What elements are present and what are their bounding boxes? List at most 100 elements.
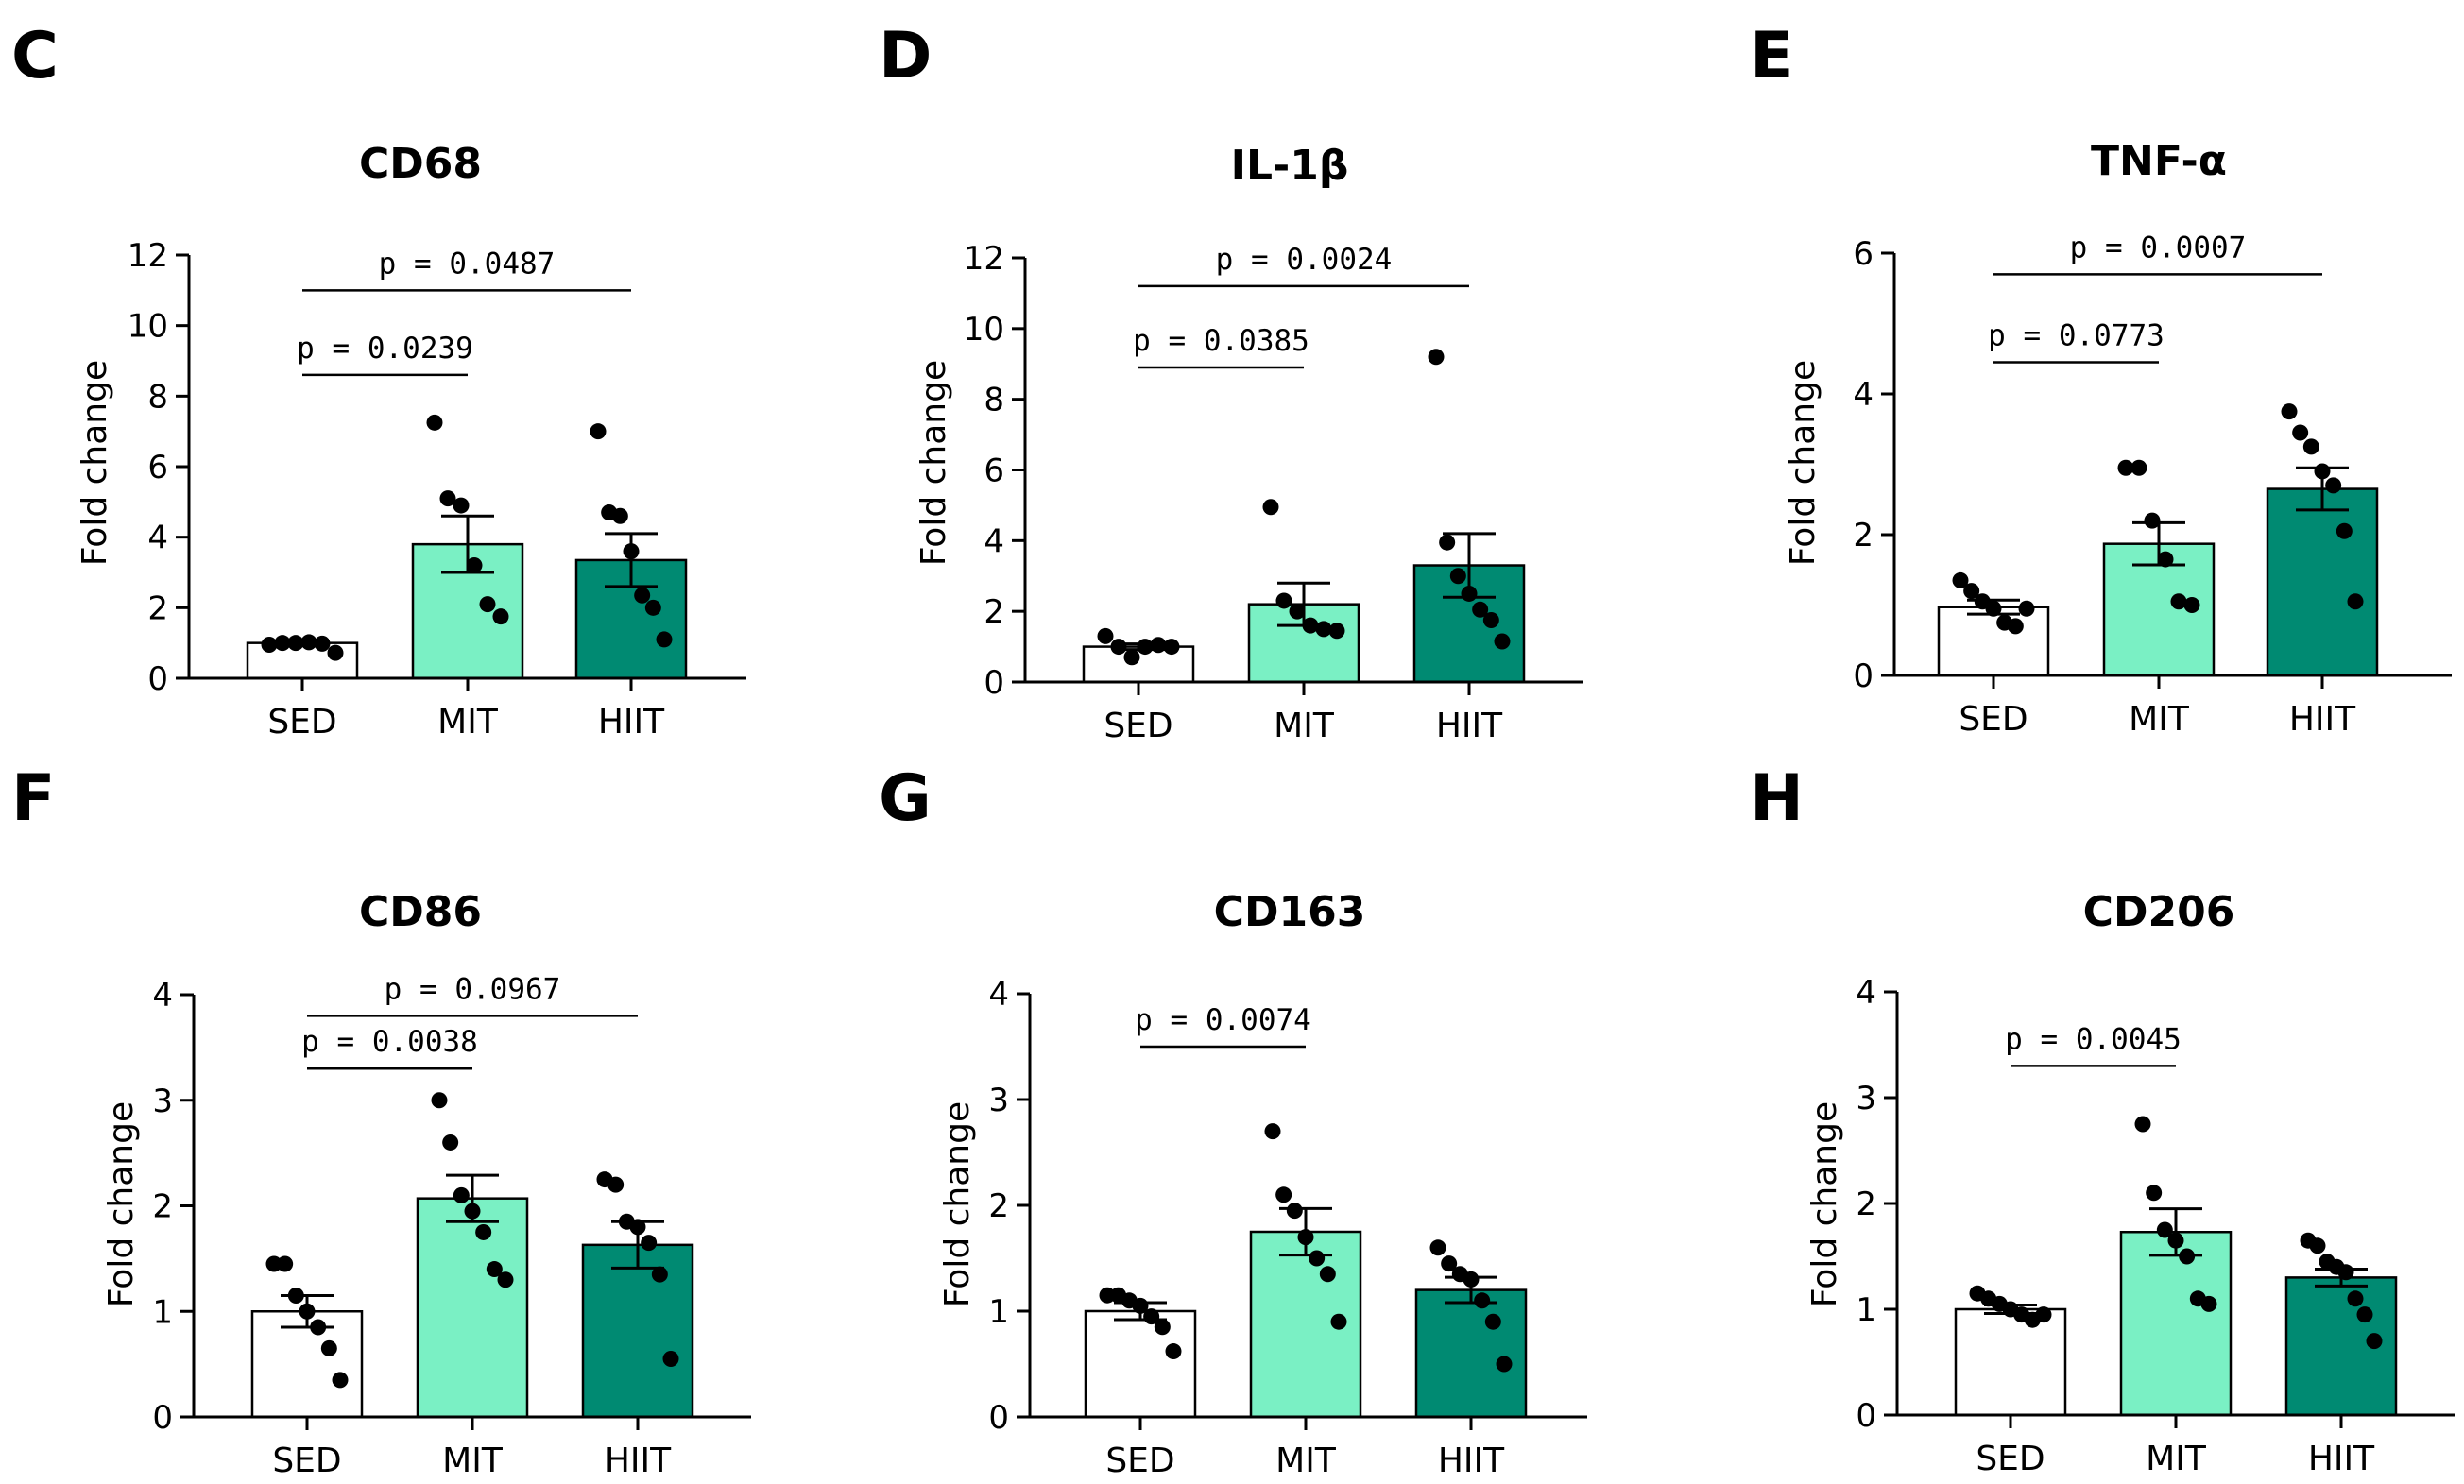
x-tick-label: SED	[1104, 707, 1172, 745]
y-tick-label: 12	[964, 240, 1004, 278]
data-point	[1461, 585, 1478, 602]
data-point	[2035, 1306, 2052, 1323]
data-point	[1439, 534, 1456, 551]
data-point	[2170, 593, 2187, 610]
y-tick-label: 4	[1856, 974, 1876, 1012]
data-point	[2356, 1306, 2373, 1323]
y-tick-label: 0	[988, 1399, 1009, 1437]
x-tick-label: MIT	[2129, 700, 2190, 739]
y-tick-label: 1	[1856, 1291, 1876, 1329]
x-tick-label: MIT	[2146, 1440, 2207, 1478]
x-tick-label: SED	[1105, 1441, 1174, 1480]
data-point	[2325, 477, 2342, 494]
bar-sed	[1954, 1307, 2067, 1417]
p-value-label: p = 0.0967	[385, 972, 561, 1006]
p-value-label: p = 0.0045	[2005, 1022, 2182, 1056]
panel-letter: C	[11, 19, 59, 94]
y-tick-label: 2	[984, 593, 1004, 631]
y-tick-label: 6	[147, 449, 168, 486]
data-point	[1484, 1313, 1501, 1330]
data-point	[2117, 459, 2134, 476]
data-point	[623, 543, 640, 560]
data-point	[1315, 621, 1332, 638]
x-tick-label: SED	[272, 1441, 341, 1480]
data-point	[1429, 1239, 1446, 1256]
y-tick-label: 4	[988, 976, 1009, 1014]
data-point	[426, 414, 443, 431]
data-point	[1985, 600, 2002, 617]
y-tick-label: 2	[147, 589, 168, 627]
y-tick-label: 2	[988, 1187, 1009, 1225]
data-point	[1428, 349, 1445, 366]
p-value-label: p = 0.0487	[379, 247, 556, 281]
y-tick-label: 3	[1856, 1080, 1876, 1117]
x-tick-label: HIIT	[605, 1441, 672, 1480]
y-tick-label: 4	[1853, 376, 1874, 414]
y-tick-label: 10	[964, 311, 1004, 349]
y-tick-label: 1	[152, 1293, 173, 1331]
data-point	[2130, 459, 2147, 476]
data-point	[1482, 612, 1499, 629]
data-point	[1463, 1271, 1480, 1288]
data-point	[1297, 1229, 1314, 1246]
data-point	[310, 1319, 327, 1336]
y-axis-label: Fold change	[915, 360, 953, 566]
data-point	[644, 599, 661, 616]
data-point	[1097, 627, 1114, 644]
data-point	[2281, 403, 2298, 420]
p-value-label: p = 0.0385	[1133, 324, 1309, 358]
data-point	[2347, 593, 2364, 610]
y-tick-label: 2	[152, 1188, 173, 1226]
data-point	[2183, 597, 2200, 613]
data-point	[1328, 623, 1345, 640]
p-value-label: p = 0.0024	[1216, 243, 1393, 277]
data-point	[2018, 600, 2035, 617]
data-point	[2200, 1295, 2217, 1312]
bar-sed	[250, 1310, 364, 1419]
data-point	[442, 1134, 459, 1151]
panel-letter: H	[1750, 761, 1804, 836]
data-point	[1496, 1356, 1513, 1373]
bar-sed	[1937, 606, 2050, 677]
data-point	[1264, 1123, 1281, 1140]
data-point	[475, 1223, 492, 1240]
data-point	[1123, 649, 1140, 666]
y-tick-label: 0	[1856, 1397, 1876, 1435]
data-point	[2336, 522, 2353, 539]
chart-title: CD206	[2083, 888, 2235, 936]
chart-title: CD86	[359, 888, 482, 936]
data-point	[2309, 1237, 2326, 1254]
data-point	[662, 1351, 679, 1368]
data-point	[1099, 1287, 1116, 1304]
data-point	[314, 635, 331, 652]
data-point	[1165, 1343, 1182, 1360]
data-point	[299, 1303, 316, 1320]
data-point	[1302, 617, 1319, 634]
data-point	[2144, 512, 2161, 529]
data-point	[1449, 568, 1466, 585]
data-point	[1286, 1203, 1303, 1220]
x-tick-label: HIIT	[1438, 1441, 1505, 1480]
data-point	[634, 587, 651, 604]
x-tick-label: SED	[267, 703, 336, 742]
p-value-label: p = 0.0239	[297, 332, 473, 366]
data-point	[629, 1219, 646, 1236]
data-point	[497, 1271, 514, 1288]
data-point	[265, 1255, 282, 1272]
x-tick-label: MIT	[442, 1441, 504, 1480]
data-point	[2366, 1333, 2383, 1350]
data-point	[2347, 1290, 2364, 1307]
data-point	[277, 1255, 294, 1272]
data-point	[439, 490, 456, 507]
x-tick-label: MIT	[1274, 707, 1335, 745]
bar-mit	[2119, 1230, 2233, 1417]
data-point	[2134, 1116, 2151, 1133]
y-tick-label: 0	[984, 664, 1004, 702]
x-tick-label: MIT	[1275, 1441, 1337, 1480]
data-point	[1275, 592, 1292, 609]
data-point	[464, 1203, 481, 1220]
data-point	[1262, 499, 1279, 516]
bar-hiit	[2266, 487, 2379, 677]
p-value-label: p = 0.0074	[1135, 1003, 1311, 1037]
data-point	[486, 1261, 503, 1278]
